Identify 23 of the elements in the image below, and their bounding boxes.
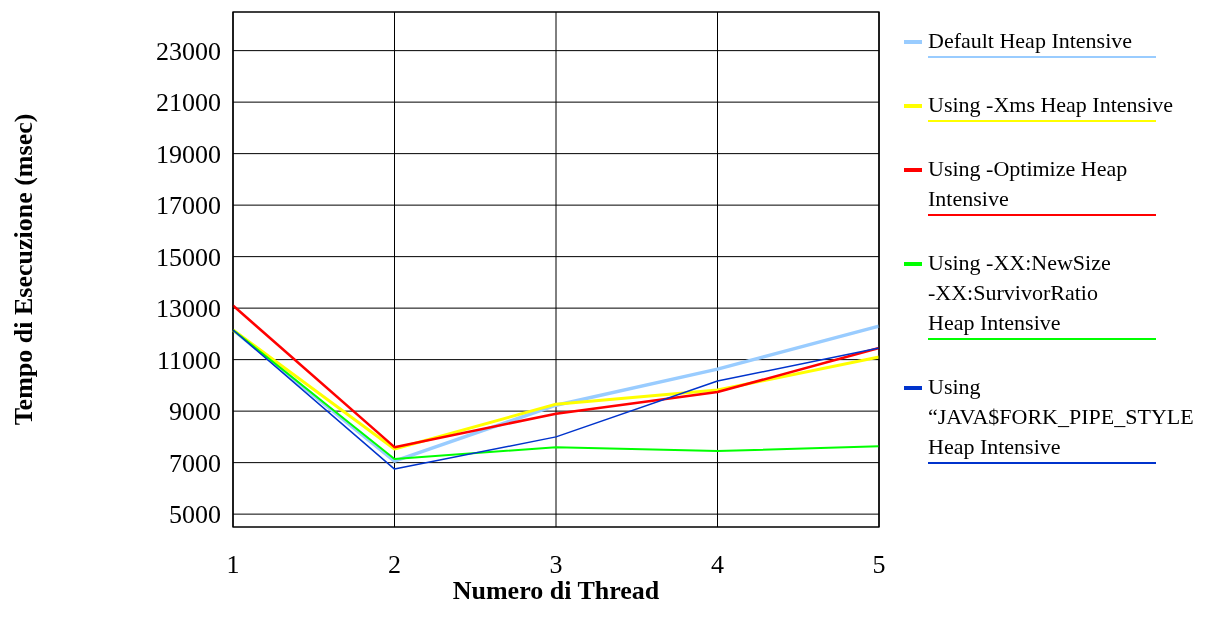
x-tick-label: 4 bbox=[711, 550, 724, 579]
legend-label: Using “JAVA$FORK_PIPE_STYLE Heap Intensive bbox=[928, 374, 1194, 459]
y-tick-label: 9000 bbox=[169, 397, 221, 427]
line-series bbox=[231, 304, 881, 449]
y-tick-label: 5000 bbox=[169, 500, 221, 530]
legend-label: Using -Xms Heap Intensive bbox=[928, 92, 1174, 117]
x-axis-title: Numero di Thread bbox=[452, 576, 660, 605]
x-tick-label: 5 bbox=[872, 550, 886, 579]
y-tick-label: 17000 bbox=[156, 191, 221, 221]
y-tick-label: 21000 bbox=[156, 88, 221, 118]
y-tick-label: 13000 bbox=[156, 294, 221, 324]
x-tick-label: 2 bbox=[388, 550, 401, 579]
x-tick-label: 1 bbox=[226, 550, 240, 579]
y-tick-label: 19000 bbox=[156, 139, 221, 169]
y-tick-label: 11000 bbox=[156, 345, 221, 375]
y-tick-label: 23000 bbox=[156, 36, 221, 66]
x-tick-label: 3 bbox=[549, 550, 563, 579]
legend-label: Using -XX:NewSize -XX:SurvivorRatio Heap Intensive bbox=[928, 250, 1111, 335]
y-axis-title: Tempo di Esecuzione (msec) bbox=[9, 113, 38, 426]
legend-label: Using -Optimize Heap Intensive bbox=[928, 156, 1128, 211]
legend-label: Default Heap Intensive bbox=[928, 28, 1133, 53]
y-tick-label: 7000 bbox=[169, 448, 221, 478]
y-tick-label: 15000 bbox=[156, 242, 221, 272]
